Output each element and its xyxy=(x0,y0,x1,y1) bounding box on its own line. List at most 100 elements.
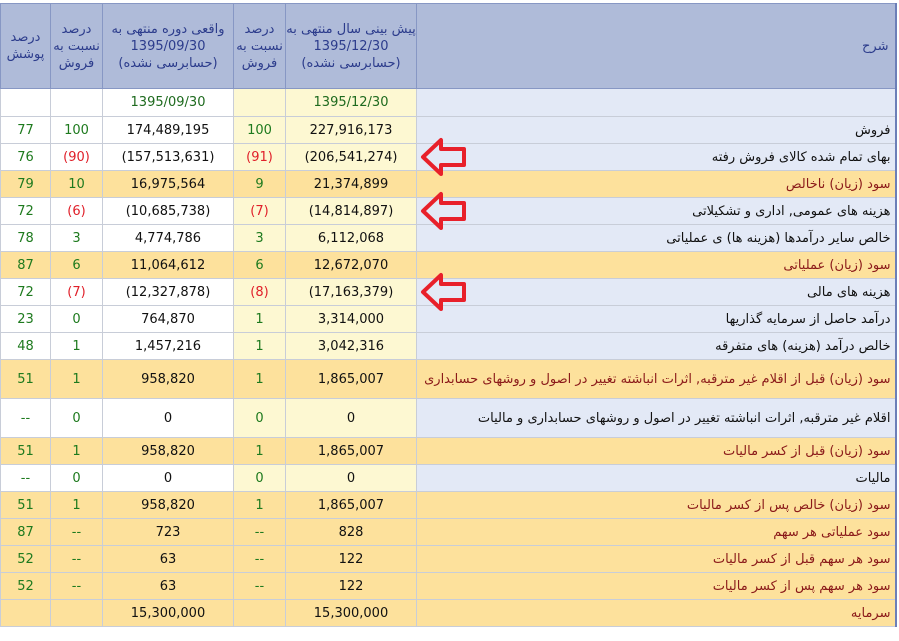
description-cell: بهای تمام شده کالای فروش رفته xyxy=(416,143,897,171)
actual-value-cell: 15,300,000 xyxy=(102,599,234,627)
coverage-cell: 52 xyxy=(0,545,51,573)
forecast-pct-cell: -- xyxy=(233,572,286,600)
actual-pct-cell: 0 xyxy=(50,398,103,438)
actual-value-cell: 958,820 xyxy=(102,359,234,399)
description-cell: فروش xyxy=(416,116,897,144)
actual-value-cell: 958,820 xyxy=(102,491,234,519)
header-forecast-pct-of-sales: درصد نسبت به فروش xyxy=(233,3,286,89)
red-arrow-left-icon xyxy=(420,191,468,231)
table-row: 52 -- 63 -- 122 سود هر سهم پس از کسر مالیات xyxy=(0,572,897,600)
coverage-cell: 51 xyxy=(0,359,51,399)
actual-pct-cell: 100 xyxy=(50,116,103,144)
forecast-pct-cell: 3 xyxy=(233,224,286,252)
coverage-cell: 76 xyxy=(0,143,51,171)
actual-pct-cell: (6) xyxy=(50,197,103,225)
description-cell: سود عملیاتی هر سهم xyxy=(416,518,897,546)
actual-value-cell: (157,513,631) xyxy=(102,143,234,171)
forecast-pct-cell: 0 xyxy=(233,464,286,492)
header-actual: واقعی دوره منتهی به 1395/09/30 (حسابرسی … xyxy=(102,3,234,89)
table-row: 51 1 958,820 1 1,865,007 سود (زیان) قبل از اق… xyxy=(0,359,897,399)
forecast-value-cell: (206,541,274) xyxy=(285,143,417,171)
description-cell: سود (زیان) خالص پس از کسر مالیات xyxy=(416,491,897,519)
income-statement-table: درصد پوشش درصد نسبت به فروش واقعی دوره م… xyxy=(0,3,897,627)
coverage-cell: 87 xyxy=(0,518,51,546)
coverage-cell: 87 xyxy=(0,251,51,279)
forecast-value-cell: 3,314,000 xyxy=(285,305,417,333)
forecast-value-cell: 12,672,070 xyxy=(285,251,417,279)
forecast-pct-cell: 0 xyxy=(233,398,286,438)
description-cell: خالص سایر درآمدها (هزینه ها) ی عملیاتی xyxy=(416,224,897,252)
header-description: شرح xyxy=(416,3,897,89)
coverage-cell: 77 xyxy=(0,116,51,144)
actual-value-cell: (12,327,878) xyxy=(102,278,234,306)
forecast-value-cell: 828 xyxy=(285,518,417,546)
table-row: 78 3 4,774,786 3 6,112,068 خالص سایر درآمدها … xyxy=(0,224,897,252)
description-cell: سود (زیان) قبل از اقلام غیر مترقبه, اثرا… xyxy=(416,359,897,399)
forecast-pct-cell: 9 xyxy=(233,170,286,198)
actual-pct-cell: 1 xyxy=(50,491,103,519)
actual-pct-cell: 3 xyxy=(50,224,103,252)
actual-value-cell: 4,774,786 xyxy=(102,224,234,252)
table-row: 52 -- 63 -- 122 سود هر سهم قبل از کسر مالیات xyxy=(0,545,897,573)
forecast-pct-cell: 1 xyxy=(233,491,286,519)
actual-date: 1395/09/30 xyxy=(102,88,234,117)
table-row: 79 10 16,975,564 9 21,374,899 سود (زیان) ناخا… xyxy=(0,170,897,198)
actual-pct-cell: 1 xyxy=(50,332,103,360)
actual-pct-cell: -- xyxy=(50,545,103,573)
actual-value-cell: 16,975,564 xyxy=(102,170,234,198)
forecast-value-cell: 0 xyxy=(285,398,417,438)
table-row: -- 0 0 0 0 اقلام غیر مترقبه, اثرات انباشته تغ… xyxy=(0,398,897,438)
description-cell: خالص درآمد (هزینه) های متفرقه xyxy=(416,332,897,360)
forecast-value-cell: 1,865,007 xyxy=(285,359,417,399)
description-cell: سود هر سهم قبل از کسر مالیات xyxy=(416,545,897,573)
red-arrow-left-icon xyxy=(420,137,468,177)
coverage-cell: 23 xyxy=(0,305,51,333)
table-row: -- 0 0 0 0 مالیات xyxy=(0,464,897,492)
red-arrow-left-icon xyxy=(420,272,468,312)
actual-value-cell: 723 xyxy=(102,518,234,546)
header-coverage-pct: درصد پوشش xyxy=(0,3,51,89)
description-cell: سود هر سهم پس از کسر مالیات xyxy=(416,572,897,600)
actual-value-cell: 0 xyxy=(102,464,234,492)
table-row: 51 1 958,820 1 1,865,007 سود (زیان) قبل از کس… xyxy=(0,437,897,465)
coverage-cell: -- xyxy=(0,464,51,492)
forecast-value-cell: 15,300,000 xyxy=(285,599,417,627)
income-statement-table-container: درصد پوشش درصد نسبت به فروش واقعی دوره م… xyxy=(0,3,897,627)
actual-pct-cell: 6 xyxy=(50,251,103,279)
actual-value-cell: 11,064,612 xyxy=(102,251,234,279)
description-cell: سود (زیان) قبل از کسر مالیات xyxy=(416,437,897,465)
actual-value-cell: 63 xyxy=(102,572,234,600)
forecast-pct-cell xyxy=(233,599,286,627)
forecast-pct-cell: 6 xyxy=(233,251,286,279)
forecast-value-cell: 0 xyxy=(285,464,417,492)
coverage-cell: 79 xyxy=(0,170,51,198)
actual-pct-cell: 1 xyxy=(50,437,103,465)
actual-value-cell: 1,457,216 xyxy=(102,332,234,360)
forecast-pct-cell: (91) xyxy=(233,143,286,171)
header-forecast: پیش بینی سال منتهی به 1395/12/30 (حسابرس… xyxy=(285,3,417,89)
actual-pct-cell: 10 xyxy=(50,170,103,198)
forecast-value-cell: 122 xyxy=(285,572,417,600)
date-coverage-cell xyxy=(0,88,51,117)
forecast-value-cell: 1,865,007 xyxy=(285,491,417,519)
description-cell: اقلام غیر مترقبه, اثرات انباشته تغییر در… xyxy=(416,398,897,438)
forecast-pct-cell: 1 xyxy=(233,437,286,465)
actual-pct-cell: 1 xyxy=(50,359,103,399)
actual-value-cell: 958,820 xyxy=(102,437,234,465)
actual-value-cell: (10,685,738) xyxy=(102,197,234,225)
forecast-value-cell: 3,042,316 xyxy=(285,332,417,360)
table-row: 77 100 174,489,195 100 227,916,173 فروش xyxy=(0,116,897,144)
forecast-pct-cell: (7) xyxy=(233,197,286,225)
coverage-cell: 48 xyxy=(0,332,51,360)
actual-value-cell: 764,870 xyxy=(102,305,234,333)
coverage-cell xyxy=(0,599,51,627)
description-cell: هزینه های عمومی, اداری و تشکیلاتی xyxy=(416,197,897,225)
forecast-value-cell: 6,112,068 xyxy=(285,224,417,252)
forecast-pct-cell: 1 xyxy=(233,305,286,333)
table-row: 87 -- 723 -- 828 سود عملیاتی هر سهم xyxy=(0,518,897,546)
actual-pct-cell: -- xyxy=(50,518,103,546)
coverage-cell: 72 xyxy=(0,197,51,225)
actual-value-cell: 63 xyxy=(102,545,234,573)
forecast-pct-cell: -- xyxy=(233,518,286,546)
actual-pct-cell: (90) xyxy=(50,143,103,171)
